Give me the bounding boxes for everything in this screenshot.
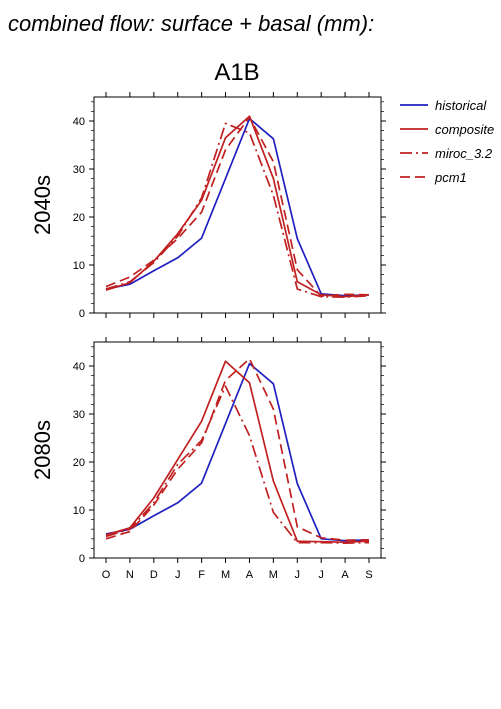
legend: historical composite miroc_3.2 pcm1 [400,98,494,185]
x-tick-label: J [318,569,324,581]
plot-frame [93,341,382,559]
x-tick-label: M [221,569,230,581]
legend-label: historical [435,98,487,113]
legend-item: pcm1 [400,170,467,185]
legend-item: miroc_3.2 [400,146,493,161]
panel-2080s: 0 10 20 30 40 O N D J F M A M J J A S 2080s [30,337,386,581]
x-tick-label: J [175,569,181,581]
x-tick-label: A [246,569,254,581]
y-tick-label: 0 [79,308,85,320]
legend-label: pcm1 [434,170,467,185]
y-tick-label: 10 [73,260,85,272]
legend-label: miroc_3.2 [435,146,493,161]
x-tick-label: F [198,569,205,581]
y-tick-label: 30 [73,164,85,176]
x-tick-label: O [102,569,111,581]
x-tick-label: M [269,569,278,581]
series-line-miroc-3-2 [105,122,370,299]
series-line-composite [105,360,370,544]
legend-label: composite [435,122,494,137]
plot-frame [93,96,382,314]
x-tick-label: N [126,569,134,581]
series-line-historical [105,362,370,542]
y-tick-label: 0 [79,553,85,565]
panel-2040s: 0 10 20 30 40 2040s [30,92,386,320]
y-tick-label: 40 [73,361,85,373]
y-tick-label: 30 [73,409,85,421]
panels: 0 10 20 30 40 2040s 0 10 20 30 40 O N D J F M A M J J A S 2080s [30,92,386,581]
chart-title: combined flow: surface + basal (mm): [8,11,374,36]
series-line-pcm1 [105,116,370,298]
series-line-miroc-3-2 [105,385,370,544]
series-line-pcm1 [105,357,370,542]
series-line-historical [105,117,370,297]
y-tick-label: 20 [73,457,85,469]
y-tick-label: 40 [73,116,85,128]
legend-item: composite [400,122,494,137]
y-tick-label: 20 [73,212,85,224]
panel-label: 2080s [30,420,55,480]
y-tick-label: 10 [73,505,85,517]
x-tick-label: D [150,569,158,581]
x-tick-label: A [341,569,349,581]
x-tick-label: J [295,569,301,581]
panel-label: 2040s [30,175,55,235]
legend-item: historical [400,98,487,113]
scenario-title: A1B [214,59,259,86]
x-tick-label: S [365,569,372,581]
